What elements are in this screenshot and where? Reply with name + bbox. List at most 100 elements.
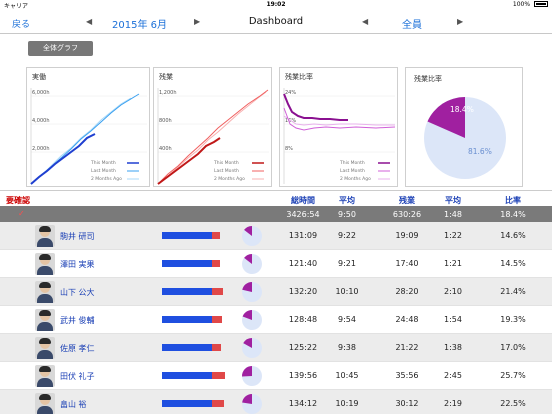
prev-group-icon[interactable]: ◀ (362, 17, 369, 26)
pie-overtime-slice (427, 97, 465, 138)
header-overtime-average[interactable]: 平均 (445, 196, 461, 205)
table-row[interactable]: 澤田 実果 121:40 9:21 17:40 1:21 14.5% (0, 250, 552, 278)
ratio-mini-pie (242, 282, 262, 302)
chart-title: 残業比率 (414, 75, 442, 83)
overtime-cell: 17:40 (395, 259, 419, 268)
employee-name[interactable]: 澤田 実果 (60, 260, 95, 269)
overtime-cell: 21:22 (395, 343, 419, 352)
next-month-icon[interactable]: ▶ (194, 17, 201, 26)
average-cell: 10:19 (335, 399, 359, 408)
y-tick: 2,000h (32, 146, 49, 152)
next-group-icon[interactable]: ▶ (457, 17, 464, 26)
table-row[interactable]: 武井 俊輔 128:48 9:54 24:48 1:54 19.3% (0, 306, 552, 334)
average-cell: 9:54 (338, 315, 356, 324)
employee-name[interactable]: 田伏 礼子 (60, 372, 95, 381)
total-hours-cell: 132:20 (288, 287, 318, 296)
back-button[interactable]: 戻る (12, 20, 31, 30)
avatar (35, 281, 55, 303)
overtime-ratio-pie[interactable]: 残業比率 18.4% 81.6% (405, 67, 523, 187)
ratio-cell: 17.0% (500, 343, 526, 352)
total-overtime: 630:26 (392, 210, 422, 219)
average-cell: 9:38 (338, 343, 356, 352)
y-tick: 24% (285, 90, 296, 96)
avatar (35, 365, 55, 387)
overtime-ratio-plot: 24% 16% 8% This Month Last Month 2 Month… (283, 88, 396, 184)
total-hours-cell: 125:22 (288, 343, 318, 352)
header-average[interactable]: 平均 (339, 196, 355, 205)
clock: 19:02 (266, 1, 286, 8)
prev-month-icon[interactable]: ◀ (86, 17, 93, 26)
needs-check-label: 要確認 (6, 196, 30, 205)
overtime-average-cell: 1:21 (444, 259, 462, 268)
y-tick: 8% (285, 146, 293, 152)
overall-graph-button[interactable]: 全体グラフ (28, 41, 93, 56)
ratio-cell: 14.5% (500, 259, 526, 268)
ratio-mini-pie (242, 394, 262, 414)
chart-title: 実働 (32, 73, 46, 81)
header-total[interactable]: 総時間 (291, 196, 315, 205)
battery-indicator: 100% (513, 1, 548, 8)
carrier-label: キャリア (4, 3, 29, 10)
check-icon: ✓ (18, 209, 25, 218)
total-overtime-average: 1:48 (444, 210, 462, 219)
y-tick: 800h (159, 118, 172, 124)
employee-name[interactable]: 佐原 孝仁 (60, 344, 95, 353)
average-cell: 10:10 (335, 287, 359, 296)
table-row[interactable]: 田伏 礼子 139:56 10:45 35:56 2:45 25.7% (0, 362, 552, 390)
header-overtime[interactable]: 残業 (399, 196, 415, 205)
employee-name[interactable]: 山下 公大 (60, 288, 95, 297)
group-selector[interactable]: 全員 (402, 20, 422, 31)
y-tick: 1,200h (159, 90, 176, 96)
y-tick: 400h (159, 146, 172, 152)
y-tick: 6,000h (32, 90, 49, 96)
total-hours-cell: 121:40 (288, 259, 318, 268)
battery-percent: 100% (512, 1, 531, 8)
header-ratio[interactable]: 比率 (505, 196, 521, 205)
overtime-ratio-chart[interactable]: 残業比率 24% 16% 8% This Month Last Month 2 … (279, 67, 398, 187)
average-cell: 9:22 (338, 231, 356, 240)
overtime-average-cell: 2:45 (444, 371, 462, 380)
employee-name[interactable]: 畠山 裕 (60, 400, 87, 409)
legend-label: Last Month (91, 168, 116, 174)
page-title: Dashboard (248, 16, 304, 27)
overtime-average-cell: 2:10 (444, 287, 462, 296)
employee-name[interactable]: 武井 俊輔 (60, 316, 95, 325)
legend-label: 2 Months Ago (91, 176, 122, 182)
ratio-cell: 22.5% (500, 399, 526, 408)
table-header: 要確認 総時間 平均 残業 平均 比率 (0, 190, 552, 206)
overtime-average-cell: 2:19 (444, 399, 462, 408)
y-tick: 4,000h (32, 118, 49, 124)
table-row[interactable]: 駒井 研司 131:09 9:22 19:09 1:22 14.6% (0, 222, 552, 250)
total-hours-cell: 134:12 (288, 399, 318, 408)
table-row[interactable]: 畠山 裕 134:12 10:19 30:12 2:19 22.5% (0, 390, 552, 414)
total-average: 9:50 (338, 210, 356, 219)
legend-label: This Month (339, 160, 365, 166)
total-hours-cell: 128:48 (288, 315, 318, 324)
pie-overtime-label: 18.4% (450, 105, 474, 114)
table-row[interactable]: 山下 公大 132:20 10:10 28:20 2:10 21.4% (0, 278, 552, 306)
employee-name[interactable]: 駒井 研司 (60, 232, 95, 241)
overtime-cell: 24:48 (395, 315, 419, 324)
worktime-chart[interactable]: 実働 6,000h 4,000h 2,000h This Month Last … (26, 67, 150, 187)
ratio-mini-pie (242, 366, 262, 386)
legend-label: This Month (90, 160, 116, 166)
battery-icon (534, 1, 548, 7)
total-hours: 3426:54 (286, 210, 320, 219)
ratio-mini-pie (242, 226, 262, 246)
ratio-cell: 14.6% (500, 231, 526, 240)
average-cell: 9:21 (338, 259, 356, 268)
ratio-cell: 21.4% (500, 287, 526, 296)
month-label: 2015年 6月 (112, 20, 167, 31)
worktime-plot: 6,000h 4,000h 2,000h This Month Last Mon… (30, 88, 147, 185)
avatar (35, 337, 55, 359)
status-bar: キャリア 19:02 100% (0, 0, 552, 10)
legend-label: 2 Months Ago (340, 176, 371, 182)
legend-label: Last Month (340, 168, 365, 174)
overtime-chart[interactable]: 残業 1,200h 800h 400h This Month Last Mont… (153, 67, 272, 187)
overtime-plot: 1,200h 800h 400h This Month Last Month 2… (157, 88, 269, 185)
overtime-cell: 19:09 (395, 231, 419, 240)
average-cell: 10:45 (335, 371, 359, 380)
legend-label: Last Month (214, 168, 239, 174)
table-row[interactable]: 佐原 孝仁 125:22 9:38 21:22 1:38 17.0% (0, 334, 552, 362)
overtime-average-cell: 1:54 (444, 315, 462, 324)
